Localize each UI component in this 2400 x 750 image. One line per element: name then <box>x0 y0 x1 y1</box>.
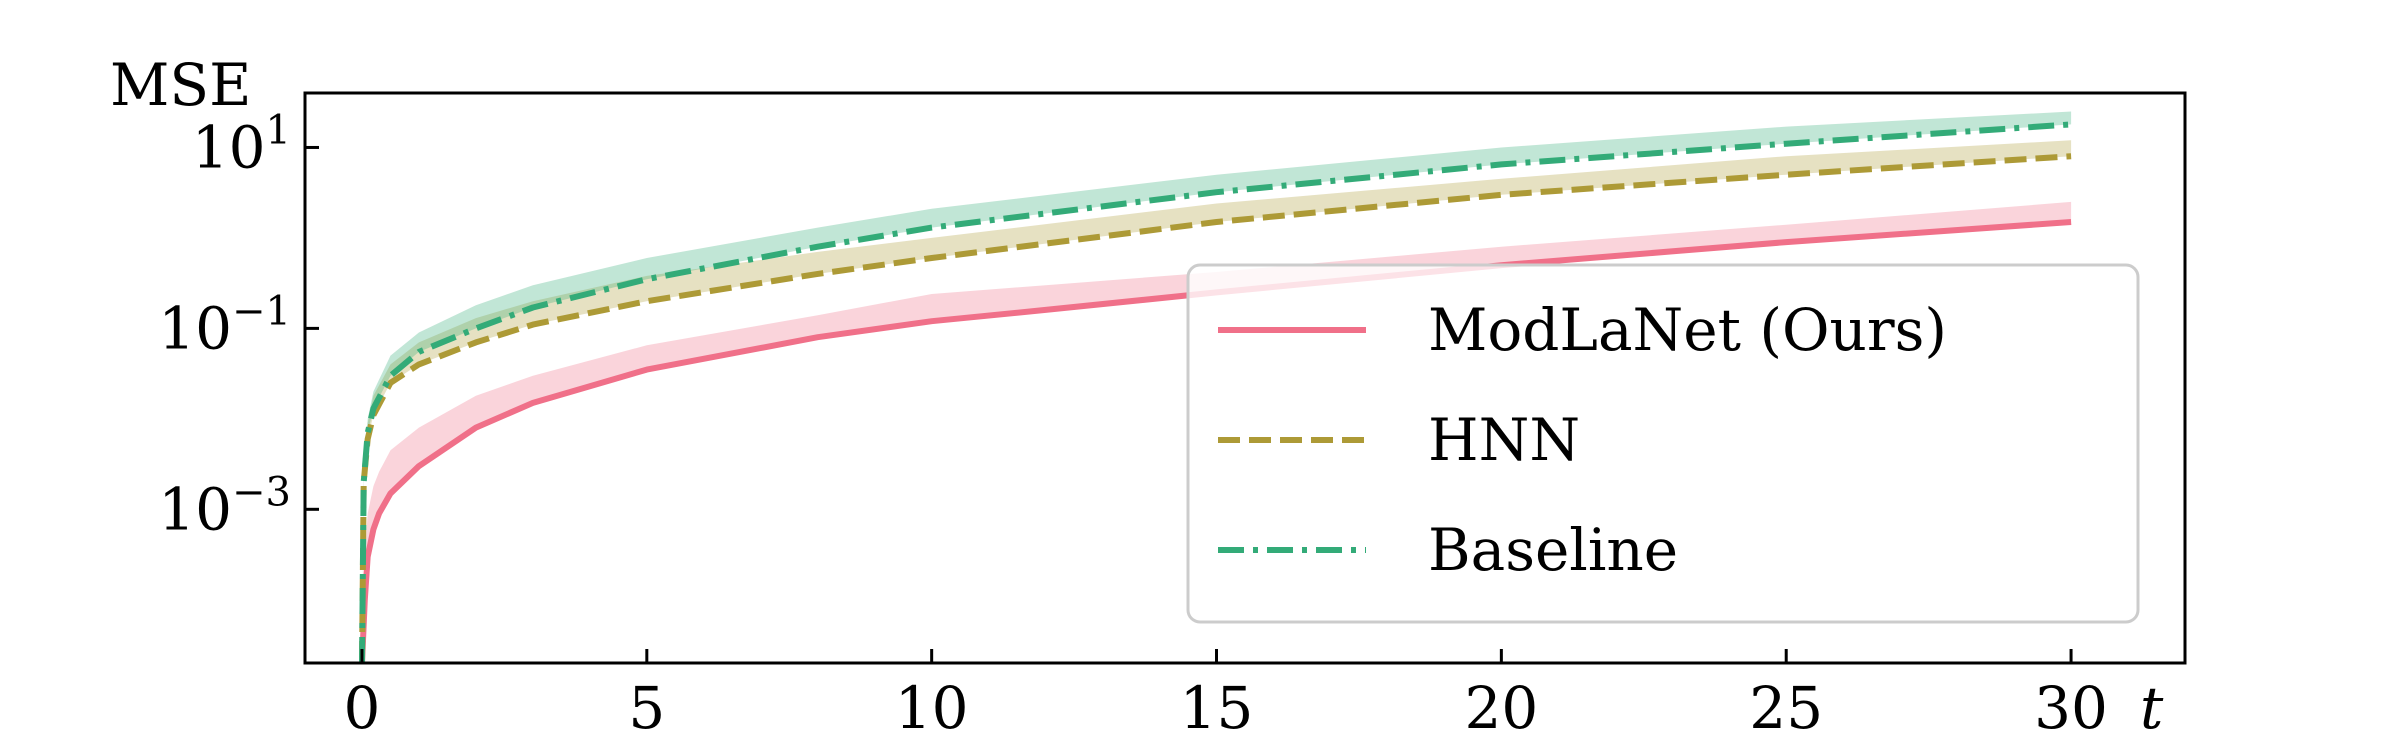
series-line-2 <box>359 121 2072 664</box>
plot-frame <box>303 91 2187 665</box>
band-2 <box>362 111 2072 663</box>
y-tick-label: 10−1 <box>158 288 291 362</box>
legend-label-0: ModLaNet (Ours) <box>1428 296 1947 364</box>
x-tick-label: 10 <box>895 674 969 742</box>
confidence-bands <box>362 111 2072 664</box>
legend-label-1: HNN <box>1428 406 1580 474</box>
legend-box <box>1186 263 2140 624</box>
legend-label-2: Baseline <box>1428 516 1678 584</box>
x-axis-label: t <box>2140 674 2164 742</box>
y-tick-label: 10−3 <box>158 469 291 543</box>
y-tick-label: 101 <box>192 107 291 181</box>
y-axis-label: MSE <box>110 51 251 119</box>
x-tick-label: 20 <box>1464 674 1538 742</box>
x-tick-label: 25 <box>1749 674 1823 742</box>
axis-ticks: 0 5 10 15 20 25 30 10−3 10−1 101 <box>158 107 2108 742</box>
x-tick-label: 15 <box>1180 674 1254 742</box>
x-tick-label: 5 <box>628 674 665 742</box>
x-tick-label: 30 <box>2034 674 2108 742</box>
band-1 <box>362 140 2072 664</box>
legend: ModLaNet (Ours) HNN Baseline <box>1186 263 2140 624</box>
x-tick-label: 0 <box>344 674 381 742</box>
